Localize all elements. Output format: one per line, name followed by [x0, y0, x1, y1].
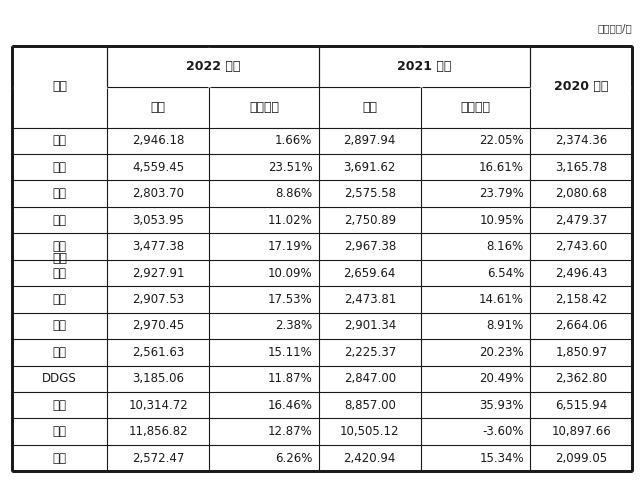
Text: 价格: 价格 — [362, 101, 378, 114]
Text: 变动幅度: 变动幅度 — [249, 101, 279, 114]
Text: 15.34%: 15.34% — [479, 452, 524, 465]
Text: 16.61%: 16.61% — [479, 161, 524, 174]
Text: 次粉: 次粉 — [52, 293, 67, 306]
Text: 8.16%: 8.16% — [486, 240, 524, 253]
Text: 米糠: 米糠 — [52, 187, 67, 200]
Text: 2,803.70: 2,803.70 — [132, 187, 184, 200]
Text: 豆粕: 豆粕 — [52, 161, 67, 174]
Text: 17.19%: 17.19% — [268, 240, 312, 253]
Text: 2,473.81: 2,473.81 — [344, 293, 396, 306]
Text: 碎米: 碎米 — [52, 319, 67, 333]
Text: 2,158.42: 2,158.42 — [556, 293, 607, 306]
Text: 2,907.53: 2,907.53 — [132, 293, 184, 306]
Text: 8.86%: 8.86% — [275, 187, 312, 200]
Text: 10,897.66: 10,897.66 — [552, 425, 611, 438]
Text: 2020 年度: 2020 年度 — [554, 80, 609, 93]
Text: 12.87%: 12.87% — [268, 425, 312, 438]
Text: 3,053.95: 3,053.95 — [132, 214, 184, 227]
Text: 鱼粉: 鱼粉 — [52, 425, 67, 438]
Text: 11,856.82: 11,856.82 — [129, 425, 188, 438]
Text: 22.05%: 22.05% — [479, 134, 524, 147]
Text: 种类: 种类 — [52, 80, 67, 93]
Text: 面粉: 面粉 — [52, 240, 67, 253]
Text: 6.26%: 6.26% — [275, 452, 312, 465]
Text: 17.53%: 17.53% — [268, 293, 312, 306]
Text: 20.23%: 20.23% — [479, 346, 524, 359]
Text: 2,750.89: 2,750.89 — [344, 214, 396, 227]
Text: 6,515.94: 6,515.94 — [556, 399, 607, 412]
Text: 2,561.63: 2,561.63 — [132, 346, 184, 359]
Text: 23.79%: 23.79% — [479, 187, 524, 200]
Text: 8,857.00: 8,857.00 — [344, 399, 396, 412]
Text: 2,664.06: 2,664.06 — [555, 319, 607, 333]
Text: 2,970.45: 2,970.45 — [132, 319, 184, 333]
Text: 油脂: 油脂 — [52, 399, 67, 412]
Text: 2,901.34: 2,901.34 — [344, 319, 396, 333]
Text: 单位：元/吨: 单位：元/吨 — [598, 24, 632, 34]
Text: 35.93%: 35.93% — [479, 399, 524, 412]
Text: 3,165.78: 3,165.78 — [556, 161, 607, 174]
Text: 2,479.37: 2,479.37 — [555, 214, 607, 227]
Text: 2,374.36: 2,374.36 — [556, 134, 607, 147]
Text: 2,080.68: 2,080.68 — [556, 187, 607, 200]
Text: 2,362.80: 2,362.80 — [556, 372, 607, 385]
Text: 16.46%: 16.46% — [268, 399, 312, 412]
Text: 2,420.94: 2,420.94 — [344, 452, 396, 465]
Text: 6.54%: 6.54% — [486, 266, 524, 279]
Text: 10.95%: 10.95% — [479, 214, 524, 227]
Text: 鼸皮: 鼸皮 — [52, 346, 67, 359]
Text: 1.66%: 1.66% — [275, 134, 312, 147]
Text: 2,967.38: 2,967.38 — [344, 240, 396, 253]
Text: 11.02%: 11.02% — [268, 214, 312, 227]
Text: 糙米: 糙米 — [52, 266, 67, 279]
Text: 23.51%: 23.51% — [268, 161, 312, 174]
Text: 2022 年度: 2022 年度 — [186, 60, 240, 72]
Text: 15.11%: 15.11% — [268, 346, 312, 359]
Text: 小麦: 小麦 — [52, 214, 67, 227]
Text: 14.61%: 14.61% — [479, 293, 524, 306]
Text: 2021 年度: 2021 年度 — [397, 60, 452, 72]
Text: 3,477.38: 3,477.38 — [132, 240, 184, 253]
Text: 10,505.12: 10,505.12 — [340, 425, 399, 438]
Text: 2,572.47: 2,572.47 — [132, 452, 184, 465]
Text: 大麦: 大麦 — [52, 452, 67, 465]
Text: 11.87%: 11.87% — [268, 372, 312, 385]
Text: 3,185.06: 3,185.06 — [132, 372, 184, 385]
Text: 8.91%: 8.91% — [486, 319, 524, 333]
Text: 10,314.72: 10,314.72 — [129, 399, 188, 412]
Text: 2,575.58: 2,575.58 — [344, 187, 396, 200]
Text: 变动幅度: 变动幅度 — [461, 101, 490, 114]
Text: 种类: 种类 — [52, 252, 67, 265]
Text: 2,225.37: 2,225.37 — [344, 346, 396, 359]
Text: 2,496.43: 2,496.43 — [555, 266, 607, 279]
Text: 1,850.97: 1,850.97 — [556, 346, 607, 359]
Text: 珉米: 珉米 — [52, 134, 67, 147]
Text: 2,659.64: 2,659.64 — [344, 266, 396, 279]
Text: 2,847.00: 2,847.00 — [344, 372, 396, 385]
Text: 10.09%: 10.09% — [268, 266, 312, 279]
Text: 2,946.18: 2,946.18 — [132, 134, 184, 147]
Text: -3.60%: -3.60% — [483, 425, 524, 438]
Text: 2,927.91: 2,927.91 — [132, 266, 184, 279]
Text: 2.38%: 2.38% — [275, 319, 312, 333]
Text: DDGS: DDGS — [42, 372, 77, 385]
Text: 20.49%: 20.49% — [479, 372, 524, 385]
Text: 2,743.60: 2,743.60 — [556, 240, 607, 253]
Text: 2,897.94: 2,897.94 — [344, 134, 396, 147]
Text: 4,559.45: 4,559.45 — [132, 161, 184, 174]
Text: 2,099.05: 2,099.05 — [556, 452, 607, 465]
Text: 3,691.62: 3,691.62 — [344, 161, 396, 174]
Text: 价格: 价格 — [151, 101, 166, 114]
